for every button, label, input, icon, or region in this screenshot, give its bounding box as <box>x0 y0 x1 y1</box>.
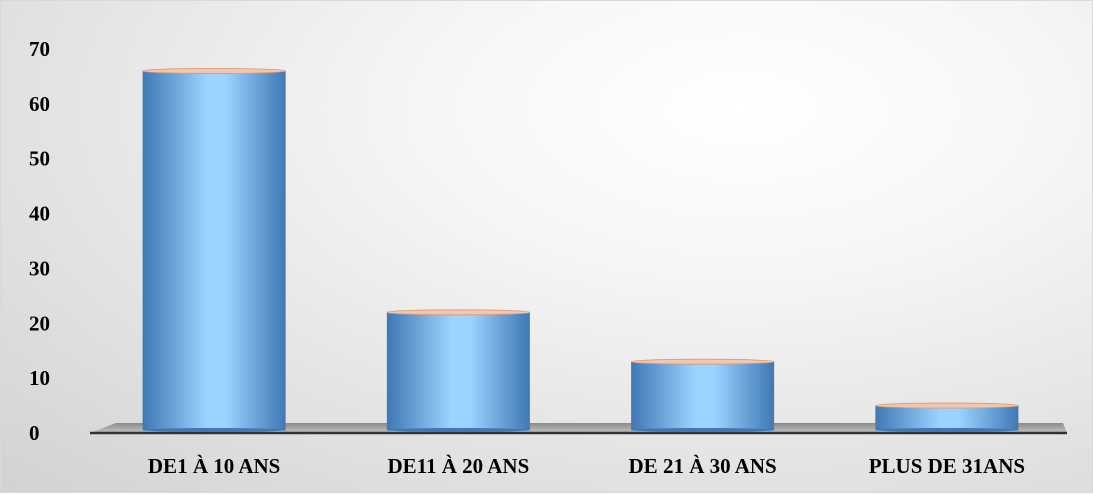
bar-body <box>386 312 530 430</box>
bar <box>142 68 287 432</box>
bar <box>874 402 1019 432</box>
bar-series <box>142 68 1019 432</box>
bar-body <box>875 405 1019 430</box>
y-tick-label: 30 <box>29 256 50 280</box>
bar-body <box>142 70 286 430</box>
y-tick-label: 40 <box>29 202 50 226</box>
y-axis-ticks: 0 10 20 30 40 50 60 70 <box>29 37 50 445</box>
x-category-label: PLUS DE 31ANS <box>869 454 1025 478</box>
chart-floor <box>90 423 1067 433</box>
y-tick-label: 0 <box>29 421 40 445</box>
bar-top-cap <box>630 358 775 365</box>
bar-top-cap <box>142 68 287 74</box>
x-category-label: DE1 À 10 ANS <box>148 454 280 478</box>
bar-base <box>875 428 1019 432</box>
bar-base <box>631 428 775 432</box>
bar-top-cap <box>874 402 1019 409</box>
y-tick-label: 60 <box>29 92 50 116</box>
y-tick-label: 50 <box>29 147 50 171</box>
bar-top-cap <box>386 309 531 316</box>
x-category-label: DE11 À 20 ANS <box>387 454 529 478</box>
bar-base <box>386 428 530 432</box>
x-axis-labels: DE1 À 10 ANS DE11 À 20 ANS DE 21 À 30 ANS P… <box>148 454 1025 478</box>
bar <box>386 309 531 432</box>
bar-body <box>631 361 775 430</box>
bar <box>630 358 775 432</box>
y-tick-label: 70 <box>29 37 50 61</box>
y-tick-label: 20 <box>29 311 50 335</box>
bar-base <box>142 428 286 432</box>
x-category-label: DE 21 À 30 ANS <box>629 454 777 478</box>
y-tick-label: 10 <box>29 366 50 390</box>
